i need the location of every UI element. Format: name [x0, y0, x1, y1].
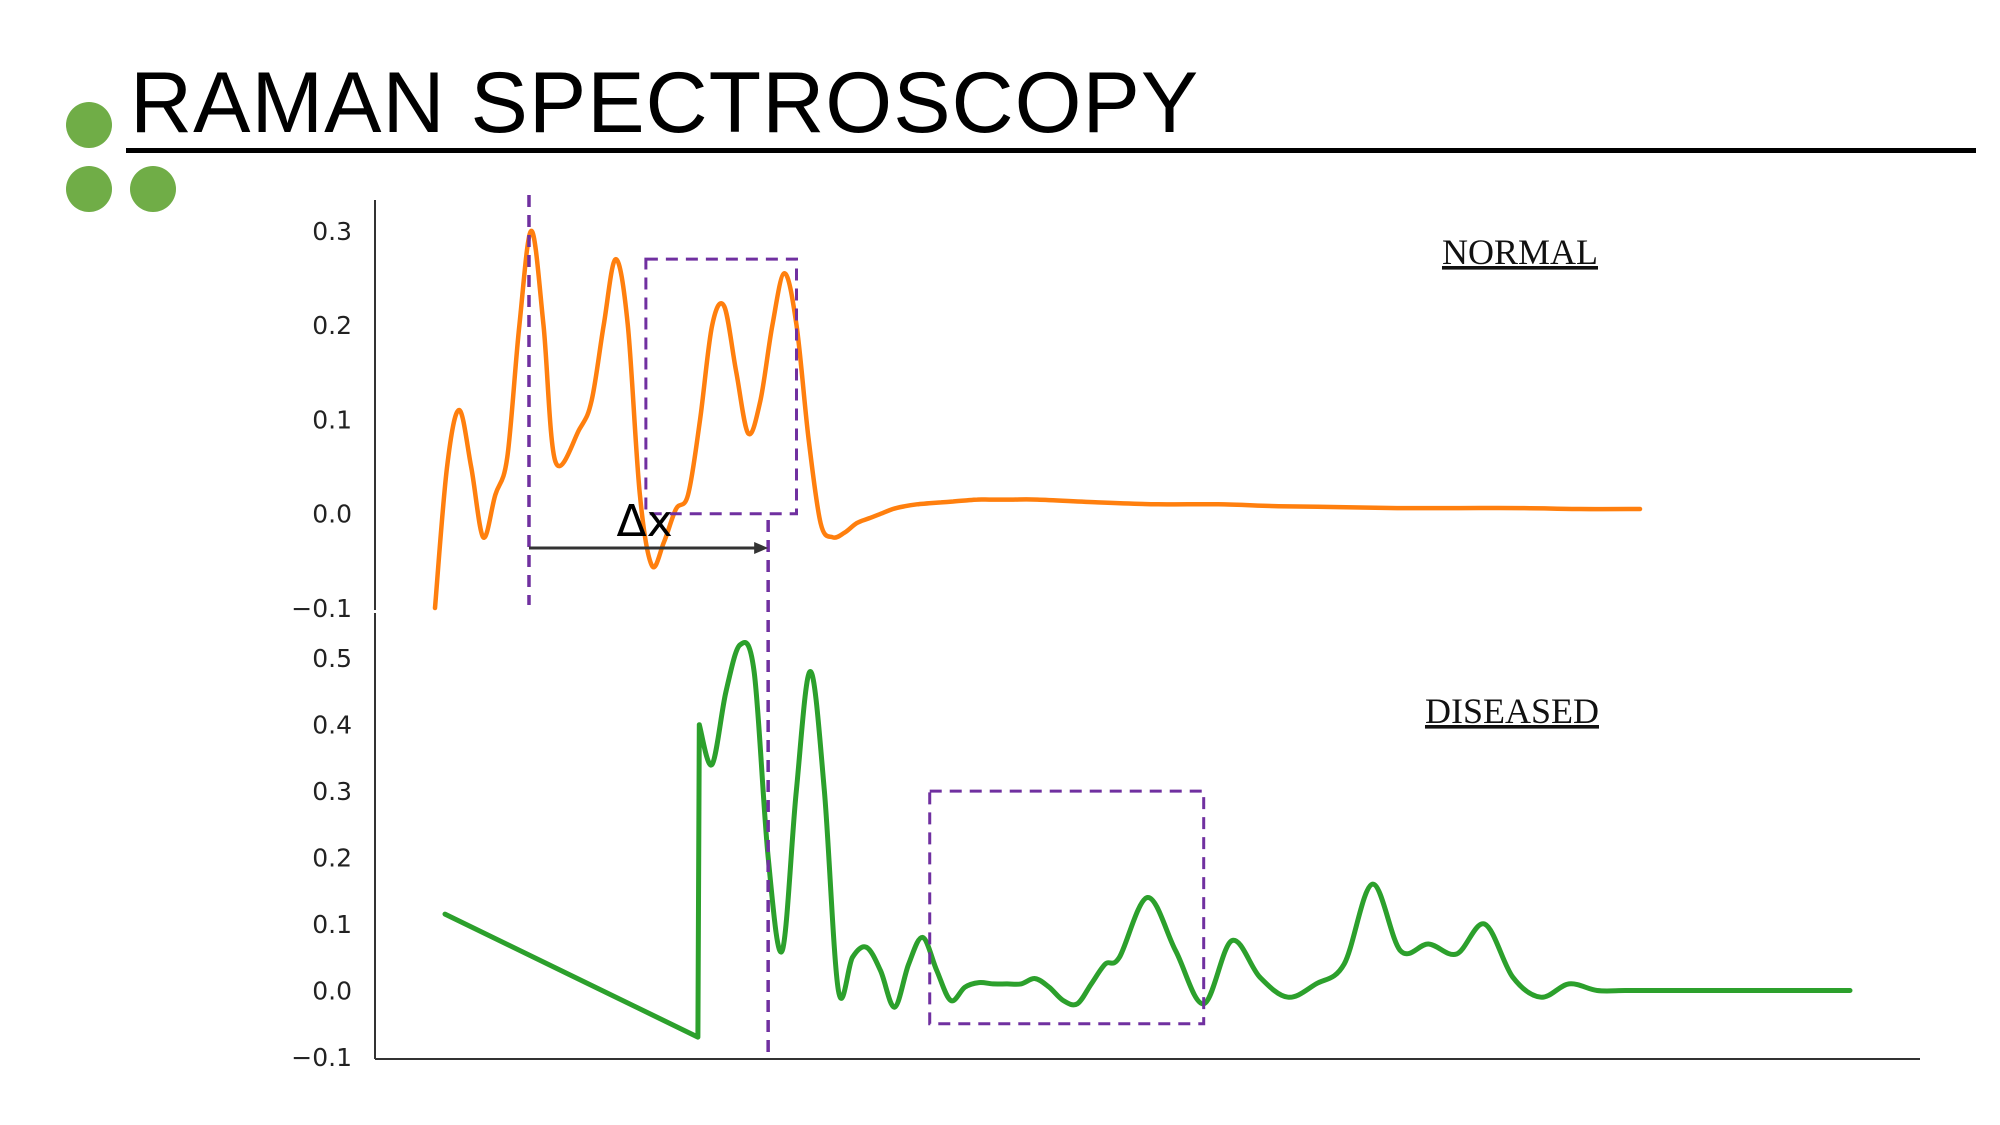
- diseased-spectrum-panel: 0.5 0.4 0.3 0.2 0.1 0.0 −0.1 DISEASED: [291, 613, 1920, 1072]
- delta-arrow-head: [754, 542, 769, 554]
- normal-spectrum-panel: 0.3 0.2 0.1 0.0 −0.1 NORMAL: [291, 200, 1643, 623]
- y-tick-label: 0.5: [312, 644, 352, 673]
- y-tick-label: −0.1: [291, 1043, 352, 1072]
- y-tick-label: 0.0: [312, 977, 352, 1006]
- highlight-region-box: [928, 789, 1206, 1026]
- annotation-overlay: Δx: [527, 195, 770, 1060]
- panel-label: NORMAL: [1442, 232, 1598, 272]
- y-tick-label: 0.0: [312, 500, 352, 529]
- y-tick-label: 0.3: [312, 777, 352, 806]
- bullet-dot-top: [66, 102, 112, 148]
- delta-x-label: Δx: [616, 496, 672, 547]
- bullet-dot-bottom-left: [66, 166, 112, 212]
- y-tick-label: −0.1: [291, 594, 352, 623]
- y-tick-label: 0.4: [312, 711, 352, 740]
- highlight-region-box: [644, 257, 798, 516]
- series-line: [432, 228, 1643, 611]
- y-tick-label: 0.1: [312, 910, 352, 939]
- y-tick-label: 0.2: [312, 311, 352, 340]
- slide-title: RAMAN SPECTROSCOPY: [130, 55, 1200, 151]
- series-line: [442, 640, 1853, 1040]
- bullet-dot-bottom-right: [130, 166, 176, 212]
- title-underline: [126, 148, 1976, 153]
- y-tick-label: 0.1: [312, 405, 352, 434]
- y-tick-label: 0.2: [312, 844, 352, 873]
- panel-label: DISEASED: [1425, 691, 1599, 731]
- y-tick-label: 0.3: [312, 217, 352, 246]
